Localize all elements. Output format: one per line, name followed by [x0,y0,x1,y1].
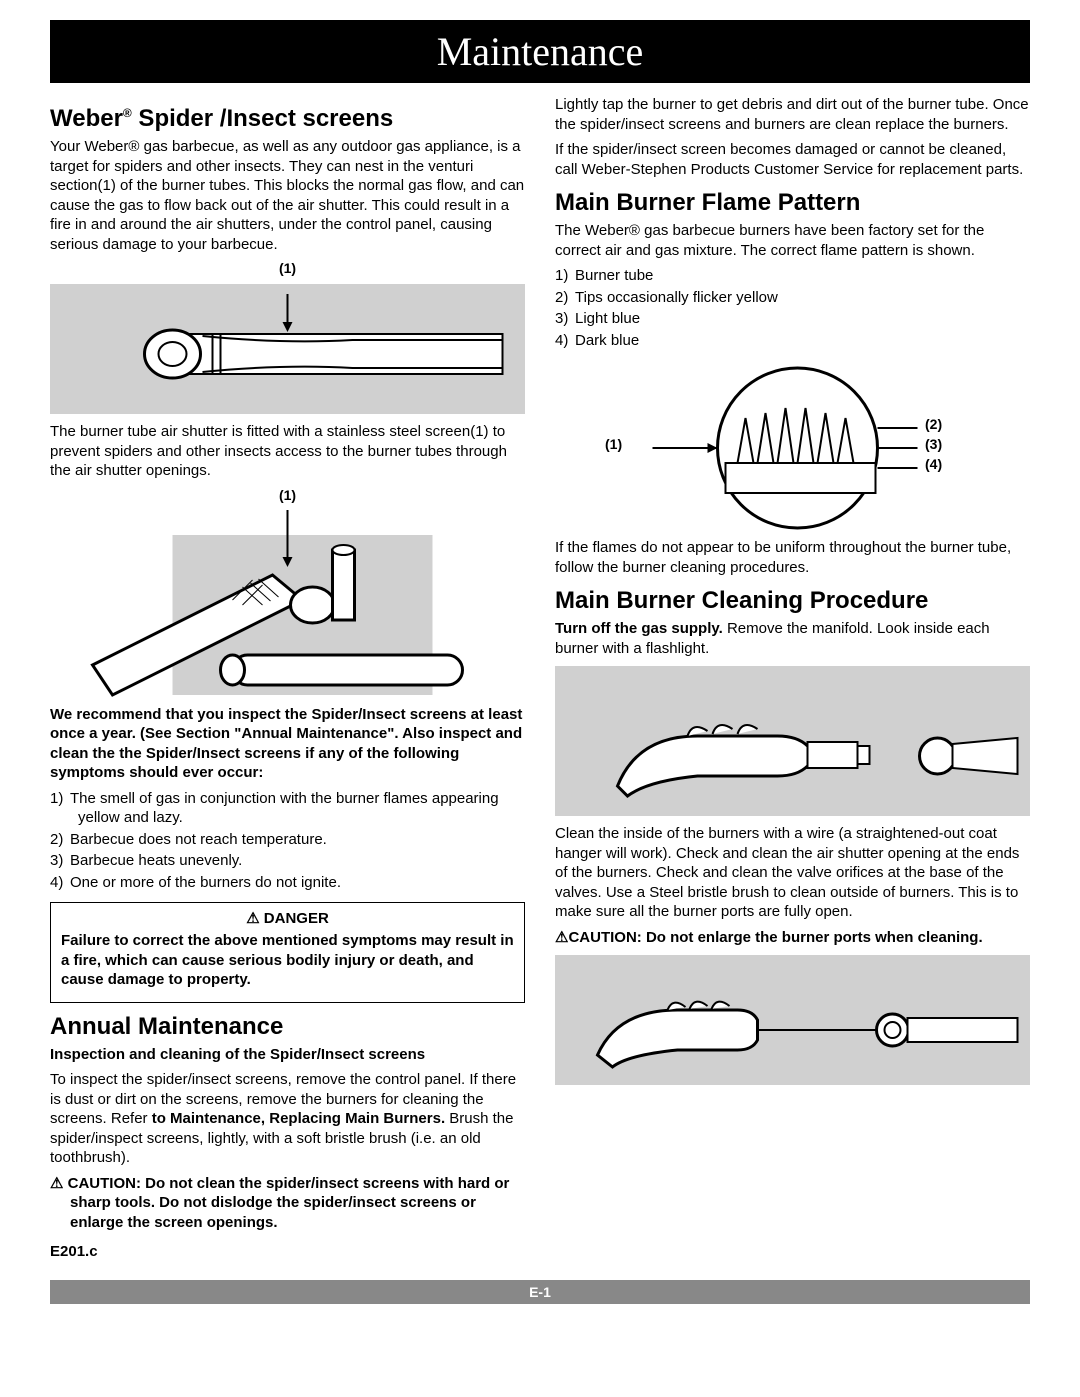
figure-air-shutter [50,505,525,705]
symptom-text: One or more of the burners do not ignite… [70,874,341,891]
cleaning-p1: Turn off the gas supply. Remove the mani… [555,619,1030,658]
flame-pattern-paragraph: The Weber® gas barbecue burners have bee… [555,221,1030,260]
inspection-subheading: Inspection and cleaning of the Spider/In… [50,1045,525,1065]
cleaning-heading: Main Burner Cleaning Procedure [555,587,1030,615]
danger-title: ⚠ DANGER [61,909,514,927]
spider-screen-paragraph: The burner tube air shutter is fitted wi… [50,422,525,481]
figure-wire-clean [555,955,1030,1085]
legend-text: Dark blue [575,332,639,349]
caution-ports: ⚠CAUTION: Do not enlarge the burner port… [555,928,1030,948]
turn-off-text: Turn off the gas supply. [555,620,723,637]
page-number-bar: E-1 [50,1280,1030,1304]
flame-label-2: (2) [925,416,942,432]
danger-body: Failure to correct the above mentioned s… [61,931,514,990]
list-item: 1)The smell of gas in conjunction with t… [50,789,525,828]
damaged-screen-paragraph: If the spider/insect screen becomes dama… [555,140,1030,179]
annual-text-b: to Maintenance, Replacing Main Burners. [152,1110,445,1127]
right-column: Lightly tap the burner to get debris and… [555,95,1030,1268]
symptom-text: The smell of gas in conjunction with the… [70,790,499,827]
flame-followup-paragraph: If the flames do not appear to be unifor… [555,538,1030,577]
page-number: E-1 [529,1284,551,1300]
flame-label-3: (3) [925,436,942,452]
symptom-text: Barbecue heats unevenly. [70,852,242,869]
page-root: Maintenance Weber® Spider /Insect screen… [0,0,1080,1304]
legend-text: Tips occasionally flicker yellow [575,289,778,306]
spider-screens-heading: Weber® Spider /Insect screens [50,105,525,133]
flame-label-1: (1) [605,436,622,452]
list-item: 3)Barbecue heats unevenly. [50,851,525,871]
left-column: Weber® Spider /Insect screens Your Weber… [50,95,525,1268]
flame-pattern-heading: Main Burner Flame Pattern [555,189,1030,217]
header-bar: Maintenance [50,20,1030,83]
annual-maintenance-heading: Annual Maintenance [50,1013,525,1041]
list-item: 3)Light blue [555,309,1030,329]
legend-text: Light blue [575,310,640,327]
page-title: Maintenance [50,28,1030,75]
list-item: 1)Burner tube [555,266,1030,286]
legend-text: Burner tube [575,267,653,284]
doc-code: E201.c [50,1242,525,1262]
flame-legend-list: 1)Burner tube 2)Tips occasionally flicke… [555,266,1030,350]
spider-intro-paragraph: Your Weber® gas barbecue, as well as any… [50,137,525,254]
recommend-paragraph: We recommend that you inspect the Spider… [50,705,525,783]
caution-screens: ⚠ CAUTION: Do not clean the spider/insec… [50,1174,525,1233]
danger-box: ⚠ DANGER Failure to correct the above me… [50,902,525,1003]
list-item: 4)Dark blue [555,331,1030,351]
annual-paragraph: To inspect the spider/insect screens, re… [50,1070,525,1168]
list-item: 2)Barbecue does not reach temperature. [50,830,525,850]
figure-flashlight [555,666,1030,816]
list-item: 4)One or more of the burners do not igni… [50,873,525,893]
cleaning-p2: Clean the inside of the burners with a w… [555,824,1030,922]
figure-venturi [50,284,525,414]
figure-flame-pattern: (1) (2) (3) (4) [555,358,1030,538]
list-item: 2)Tips occasionally flicker yellow [555,288,1030,308]
figure1-label: (1) [50,260,525,276]
figure2-label: (1) [50,487,525,503]
flame-label-4: (4) [925,456,942,472]
symptoms-list: 1)The smell of gas in conjunction with t… [50,789,525,893]
symptom-text: Barbecue does not reach temperature. [70,831,327,848]
tap-burner-paragraph: Lightly tap the burner to get debris and… [555,95,1030,134]
two-column-layout: Weber® Spider /Insect screens Your Weber… [50,95,1030,1268]
